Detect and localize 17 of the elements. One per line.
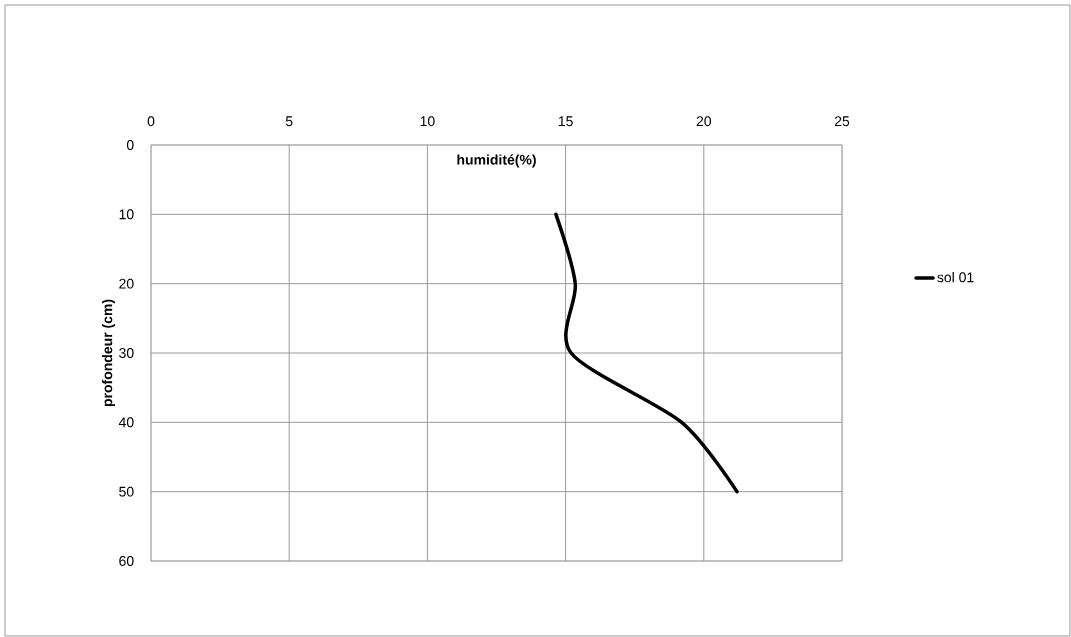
x-tick-label: 25 <box>834 116 850 127</box>
y-tick-label: 20 <box>119 278 134 289</box>
y-tick-label: 50 <box>119 486 134 497</box>
y-axis-title: profondeur (cm) <box>101 299 116 407</box>
x-tick-label: 15 <box>558 116 573 127</box>
text: humidité(%) <box>457 154 536 168</box>
y-tick-label: 40 <box>118 417 134 428</box>
x-tick-label: 10 <box>420 116 435 127</box>
x-tick-label: 0 <box>147 116 155 127</box>
line-series <box>554 212 739 494</box>
x-tick-label: 5 <box>285 116 293 127</box>
y-tick-label: 30 <box>119 348 134 358</box>
y-tick-label: 60 <box>119 556 134 566</box>
legend-label: sol 01 <box>937 271 974 283</box>
y-tick-label: 0 <box>126 140 134 150</box>
y-tick-label: 10 <box>119 209 134 220</box>
x-tick-label: 20 <box>696 116 712 127</box>
